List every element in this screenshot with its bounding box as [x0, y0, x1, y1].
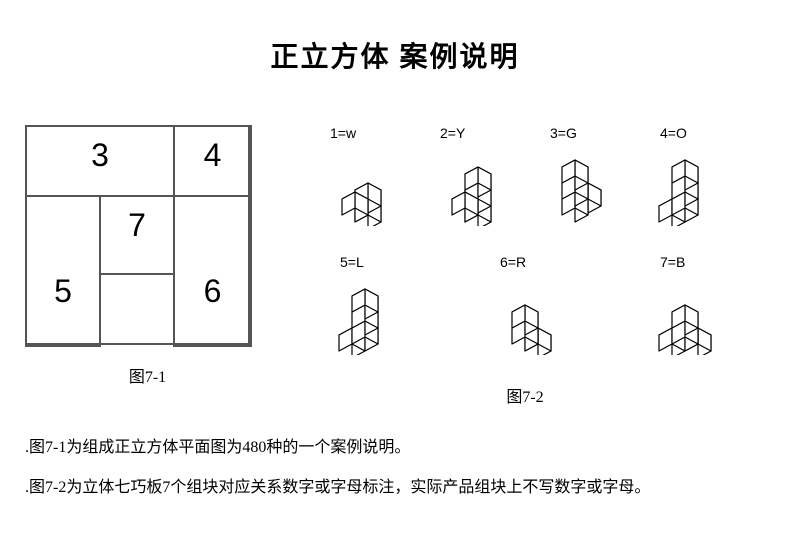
- piece-label: 2=Y: [435, 125, 465, 141]
- piece-icon: [545, 146, 620, 226]
- page-title: 正立方体 案例说明: [25, 35, 765, 75]
- grid-cell: 7: [99, 195, 175, 275]
- grid-cell: 3: [25, 125, 175, 197]
- piece-O: 4=O: [655, 125, 730, 226]
- grid-cell: 4: [173, 125, 252, 197]
- piece-Y: 2=Y: [435, 125, 510, 226]
- piece-icon: [655, 146, 730, 226]
- figure-1-caption: 图7-1: [25, 363, 270, 387]
- pieces-row-1: 1=w 2=Y 3=G 4=O: [325, 125, 765, 226]
- grid-cell: 5: [25, 195, 101, 347]
- piece-R: 6=R: [495, 254, 570, 355]
- piece-B: 7=B: [655, 254, 730, 355]
- grid-cell: 6: [173, 195, 252, 347]
- piece-label: 1=w: [325, 125, 356, 141]
- figure-row: 34765 图7-1 1=w 2=Y 3=G 4=O 5=L 6=R 7=B 图7-2: [25, 125, 765, 407]
- piece-L: 5=L: [335, 254, 410, 355]
- piece-label: 3=G: [545, 125, 577, 141]
- note-1: .图7-1为组成正立方体平面图为480种的一个案例说明。: [25, 437, 765, 459]
- piece-W: 1=w: [325, 125, 400, 226]
- piece-label: 5=L: [335, 254, 364, 270]
- piece-icon: [325, 146, 400, 226]
- piece-icon: [495, 275, 570, 355]
- piece-label: 7=B: [655, 254, 685, 270]
- figure-2-caption: 图7-2: [285, 383, 765, 407]
- figure-1-grid: 34765: [25, 125, 250, 345]
- piece-icon: [435, 146, 510, 226]
- notes-section: .图7-1为组成正立方体平面图为480种的一个案例说明。 .图7-2为立体七巧板…: [25, 437, 765, 500]
- pieces-row-2: 5=L 6=R 7=B: [325, 254, 765, 355]
- figure-1-column: 34765 图7-1: [25, 125, 270, 387]
- piece-label: 6=R: [495, 254, 526, 270]
- figure-2-column: 1=w2=Y3=G4=O 5=L6=R7=B 图7-2: [325, 125, 765, 407]
- note-2: .图7-2为立体七巧板7个组块对应关系数字或字母标注，实际产品组块上不写数字或字…: [25, 477, 765, 499]
- piece-icon: [335, 275, 410, 355]
- piece-G: 3=G: [545, 125, 620, 226]
- piece-label: 4=O: [655, 125, 687, 141]
- piece-icon: [655, 275, 730, 355]
